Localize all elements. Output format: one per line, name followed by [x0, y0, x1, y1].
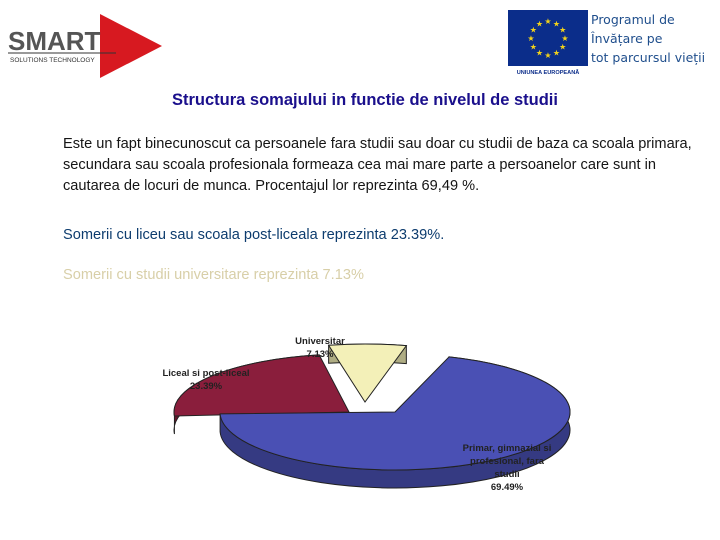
- eu-star-icon: ★: [530, 26, 537, 35]
- pie-slice-value-label: 23.39%: [190, 381, 223, 392]
- pie-slice-value-label: 7.13%: [307, 349, 334, 360]
- pie-slice-value-label: 69.49%: [491, 482, 524, 493]
- pie-slice-label: Liceal si post-liceal: [162, 368, 249, 379]
- eu-star-icon: ★: [536, 19, 543, 28]
- eu-star-icon: ★: [559, 26, 566, 35]
- pie-slice-label: studii: [494, 469, 519, 480]
- paragraph-university: Somerii cu studii universitare reprezint…: [63, 267, 364, 283]
- pie-slice: [173, 354, 350, 417]
- pie-slice-label: Universitar: [295, 336, 345, 347]
- program-line-1: Programul de: [591, 12, 675, 27]
- eu-star-icon: ★: [559, 43, 566, 52]
- pie-slice: [327, 343, 408, 403]
- eu-flag-logo: ★ ★ ★ ★ ★ ★ ★ ★ ★ ★ ★ ★ UNIUNEA EUROPEANĂ: [508, 10, 588, 76]
- smart-wordmark: SMART: [8, 26, 101, 56]
- program-line-3: tot parcursul vieții: [591, 50, 706, 65]
- program-line-2: Învățare pe: [591, 31, 663, 46]
- paragraph-primary: Este un fapt binecunoscut ca persoanele …: [63, 136, 692, 194]
- pie-slice-label: Primar, gimnazial si: [463, 443, 552, 454]
- eu-caption: UNIUNEA EUROPEANĂ: [517, 69, 580, 76]
- slide-title: Structura somajului in functie de nivelu…: [172, 91, 558, 109]
- smart-tagline: SOLUTIONS TECHNOLOGY: [10, 57, 95, 64]
- eu-star-icon: ★: [553, 19, 560, 28]
- eu-star-icon: ★: [553, 49, 560, 58]
- eu-star-icon: ★: [544, 17, 551, 26]
- paragraph-highschool: Somerii cu liceu sau scoala post-liceala…: [63, 227, 445, 243]
- eu-star-icon: ★: [536, 49, 543, 58]
- pie-slice: [219, 356, 571, 471]
- program-name: Programul de Învățare pe tot parcursul v…: [591, 10, 716, 67]
- smart-logo: SMART SOLUTIONS TECHNOLOGY: [8, 12, 164, 80]
- eu-star-icon: ★: [527, 34, 534, 43]
- eu-star-icon: ★: [530, 43, 537, 52]
- eu-star-icon: ★: [544, 51, 551, 60]
- eu-star-icon: ★: [561, 34, 568, 43]
- pie-slice-label: profesional, fara: [470, 456, 545, 467]
